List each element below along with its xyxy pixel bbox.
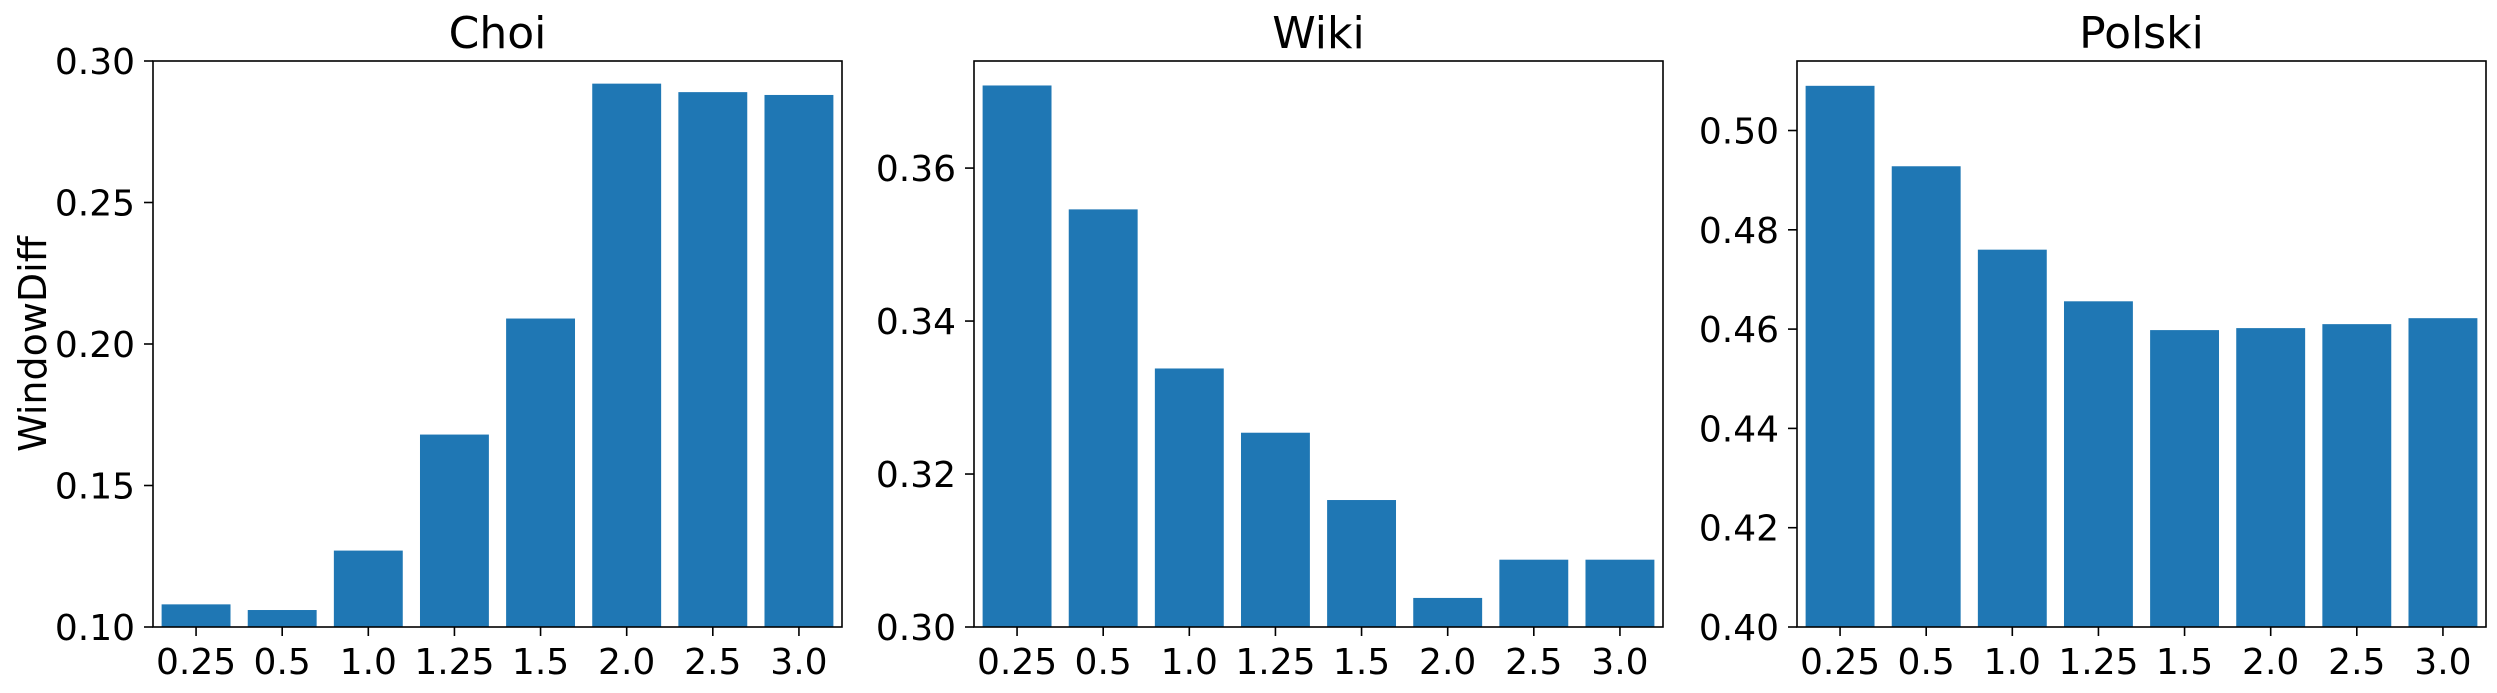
x-tick-label: 1.25: [1235, 642, 1315, 683]
bar-0.5: [247, 610, 317, 627]
y-tick-label: 0.30: [55, 42, 135, 83]
bar-0.25: [982, 85, 1052, 628]
bar-3.0: [764, 94, 834, 627]
axes-frame: [1796, 60, 2487, 628]
bar-1.0: [1977, 249, 2047, 628]
bar-0.5: [1891, 166, 1961, 627]
bar-1.25: [1240, 432, 1310, 627]
x-tick-label: 0.5: [254, 642, 311, 683]
y-tick-label: 0.32: [876, 455, 956, 496]
x-tick-label: 0.5: [1898, 642, 1955, 683]
bar-3.0: [1585, 559, 1655, 627]
bar-0.5: [1068, 209, 1138, 627]
x-tick-label: 0.25: [156, 642, 236, 683]
bar-1.5: [2150, 330, 2220, 627]
y-tick-label: 0.10: [55, 608, 135, 649]
x-tick-label: 3.0: [770, 642, 827, 683]
x-tick-label: 1.0: [1161, 642, 1218, 683]
x-tick-label: 2.0: [1419, 642, 1476, 683]
x-tick-label: 0.25: [1800, 642, 1880, 683]
y-tick-label: 0.15: [55, 467, 135, 508]
x-tick-label: 1.25: [414, 642, 494, 683]
y-axis-label: WindowDiff: [11, 235, 55, 452]
y-tick-label: 0.44: [1699, 409, 1779, 450]
bar-1.0: [1154, 368, 1224, 627]
x-tick-label: 2.0: [598, 642, 655, 683]
y-tick-label: 0.40: [1699, 608, 1779, 649]
y-tick-label: 0.48: [1699, 211, 1779, 252]
y-tick-label: 0.36: [876, 149, 956, 190]
x-tick-label: 1.0: [1984, 642, 2041, 683]
bar-2.5: [678, 92, 748, 627]
x-tick-label: 1.25: [2058, 642, 2138, 683]
y-tick-label: 0.34: [876, 302, 956, 343]
bar-2.0: [1413, 597, 1483, 627]
panel-polski: 0.25 0.5 1.0 1.25 1.5 2.0 2.5 3.0 0.40 0.42 0.44 0.…: [1699, 8, 2487, 683]
x-tick-label: 2.0: [2242, 642, 2299, 683]
y-tick-label: 0.20: [55, 325, 135, 366]
bar-1.0: [333, 550, 403, 627]
bar-1.25: [2063, 301, 2133, 627]
x-tick-label: 0.25: [977, 642, 1057, 683]
bar-3.0: [2408, 318, 2478, 627]
y-tick-label: 0.30: [876, 608, 956, 649]
x-tick-label: 2.5: [1505, 642, 1562, 683]
panel-title: Wiki: [1272, 8, 1364, 59]
bar-2.0: [592, 83, 662, 627]
y-tick-label: 0.50: [1699, 112, 1779, 153]
bar-1.25: [419, 434, 489, 627]
x-tick-label: 3.0: [2414, 642, 2471, 683]
y-tick-label: 0.25: [55, 184, 135, 225]
x-tick-label: 2.5: [684, 642, 741, 683]
axes-frame: [973, 60, 1664, 628]
bar-1.5: [1327, 500, 1397, 627]
bar-1.5: [506, 318, 576, 627]
bar-0.25: [161, 604, 231, 627]
bar-2.5: [2322, 324, 2392, 627]
y-tick-label: 0.42: [1699, 509, 1779, 550]
x-tick-label: 1.0: [340, 642, 397, 683]
x-tick-label: 3.0: [1591, 642, 1648, 683]
panel-choi: 0.25 0.5 1.0 1.25 1.5 2.0 2.5 3.0 0.10 0.15 0.20 0.…: [11, 8, 843, 683]
y-tick-label: 0.46: [1699, 310, 1779, 351]
bar-0.25: [1805, 85, 1875, 627]
panel-title: Choi: [449, 8, 547, 59]
bar-2.0: [2236, 328, 2306, 627]
x-tick-label: 1.5: [512, 642, 569, 683]
x-tick-label: 1.5: [1333, 642, 1390, 683]
x-tick-label: 2.5: [2328, 642, 2385, 683]
x-tick-label: 1.5: [2156, 642, 2213, 683]
panel-wiki: 0.25 0.5 1.0 1.25 1.5 2.0 2.5 3.0 0.30 0.32 0.34 0.…: [876, 8, 1664, 683]
x-tick-label: 0.5: [1075, 642, 1132, 683]
panel-title: Polski: [2079, 8, 2204, 59]
bar-2.5: [1499, 559, 1569, 627]
